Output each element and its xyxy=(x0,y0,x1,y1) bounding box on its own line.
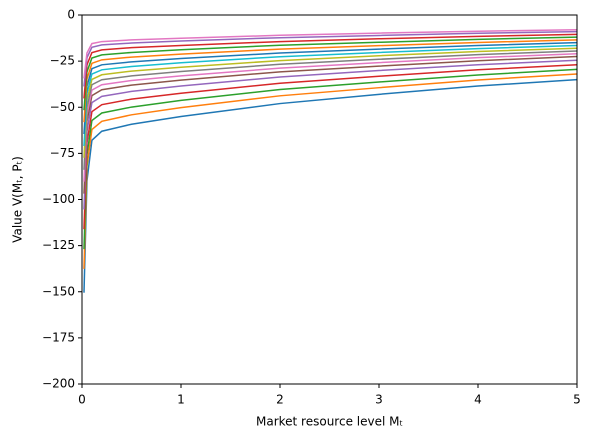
series-line xyxy=(83,59,577,210)
series-line xyxy=(83,78,577,293)
y-tick-label: 0 xyxy=(67,8,75,22)
x-axis-label: Market resource level Mₜ xyxy=(256,415,403,429)
x-tick-label: 2 xyxy=(276,393,284,407)
y-tick-label: −125 xyxy=(42,238,75,252)
y-axis-label: Value V(Mₜ, Pₜ) xyxy=(11,156,25,243)
series-line xyxy=(83,53,577,182)
y-tick-label: −100 xyxy=(42,192,75,206)
x-tick-label: 5 xyxy=(573,393,581,407)
series-line xyxy=(83,41,577,135)
y-tick-label: −200 xyxy=(42,377,75,391)
series-line xyxy=(83,39,577,123)
x-tick-label: 1 xyxy=(177,393,185,407)
series-line xyxy=(83,36,577,111)
series-line xyxy=(83,50,577,170)
y-tick-label: −75 xyxy=(50,146,75,160)
series-line xyxy=(83,33,577,99)
series-line xyxy=(83,64,577,230)
series-line xyxy=(83,73,577,269)
y-tick-label: −50 xyxy=(50,100,75,114)
series-line xyxy=(83,47,577,158)
x-tick-label: 3 xyxy=(375,393,383,407)
series-line xyxy=(83,29,577,79)
series-line xyxy=(83,55,577,194)
x-tick-label: 4 xyxy=(474,393,482,407)
series-line xyxy=(83,68,577,250)
plot-area xyxy=(83,29,577,293)
series-line xyxy=(83,44,577,147)
y-tick-label: −25 xyxy=(50,54,75,68)
series-line xyxy=(83,30,577,87)
axes-frame xyxy=(81,14,578,385)
x-tick-label: 0 xyxy=(78,393,86,407)
y-tick-label: −175 xyxy=(42,330,75,344)
y-tick-label: −150 xyxy=(42,284,75,298)
